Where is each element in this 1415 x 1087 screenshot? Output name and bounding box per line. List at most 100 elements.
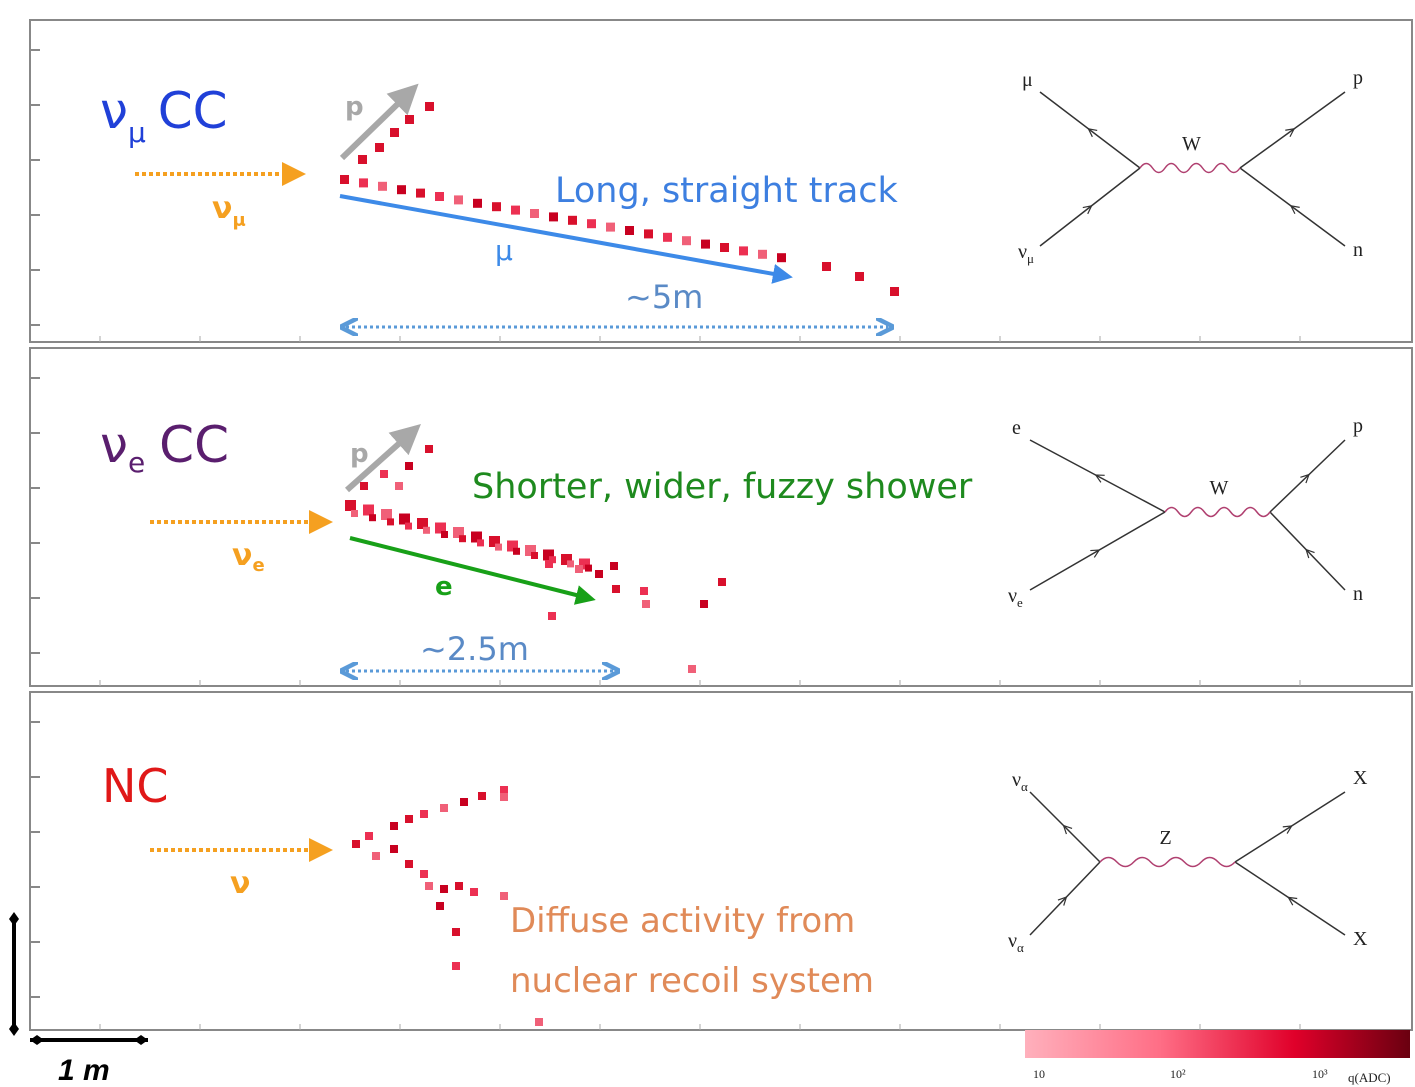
feynman-label: να	[1012, 769, 1028, 794]
hit	[390, 128, 399, 137]
boson-line	[1140, 164, 1240, 173]
hit	[436, 902, 444, 910]
particle-sub: μ	[1027, 251, 1034, 266]
fermion-line	[1240, 168, 1345, 246]
kind: CC	[158, 82, 228, 140]
hit	[395, 482, 403, 490]
fermion-line	[1270, 440, 1345, 512]
feynman-label: p	[1353, 67, 1363, 89]
hit	[435, 192, 444, 201]
kind: CC	[159, 416, 229, 474]
hit	[360, 482, 368, 490]
fermion-line	[1235, 862, 1345, 935]
hit	[440, 885, 448, 893]
hit	[405, 523, 412, 530]
incoming-label: νe	[232, 538, 265, 576]
hit	[513, 548, 520, 555]
hit	[511, 206, 520, 215]
particle: ν	[1018, 241, 1027, 263]
hit	[739, 246, 748, 255]
hit	[365, 832, 373, 840]
hit	[758, 250, 767, 259]
hit	[454, 195, 463, 204]
hit	[390, 845, 398, 853]
nu: ν	[100, 416, 128, 474]
annotation: Shorter, wider, fuzzy shower	[472, 467, 973, 507]
hit	[459, 535, 466, 542]
feynman-label: νμ	[1018, 241, 1034, 266]
proton-label: p	[350, 439, 369, 469]
boson-line	[1165, 508, 1270, 517]
hit	[612, 585, 620, 593]
particle: n	[1353, 239, 1363, 261]
particle: W	[1210, 477, 1229, 499]
proton-label: p	[345, 92, 364, 122]
particle: X	[1353, 767, 1368, 789]
fermion-line	[1030, 440, 1165, 512]
hit	[372, 852, 380, 860]
scale-label: 1 m	[58, 1054, 110, 1087]
event-display: νμCC νμ p μ Long, straight track ~5m νeC…	[0, 0, 1415, 1087]
hit	[595, 570, 603, 578]
hit	[405, 860, 413, 868]
hit	[642, 600, 650, 608]
fermion-line	[1030, 792, 1100, 862]
colorbar-unit: q(ADC)	[1348, 1070, 1391, 1085]
particle: W	[1182, 133, 1201, 155]
hit	[405, 462, 413, 470]
fermion-line	[1235, 792, 1345, 862]
particle: ν	[1008, 930, 1017, 952]
hit	[500, 892, 508, 900]
hit	[425, 102, 434, 111]
hit	[682, 236, 691, 245]
panel-frame	[30, 348, 1412, 686]
hit	[416, 189, 425, 198]
hit	[425, 882, 433, 890]
hit	[358, 155, 367, 164]
hit	[548, 612, 556, 620]
hit	[478, 792, 486, 800]
fermion-line	[1040, 92, 1140, 168]
hit	[441, 531, 448, 538]
hit	[549, 212, 558, 221]
fermion-line	[1240, 92, 1345, 168]
feynman-label: X	[1353, 928, 1368, 950]
particle-sub: α	[1021, 779, 1028, 794]
particle: e	[1012, 417, 1021, 439]
hit	[688, 665, 696, 673]
scale-bar	[14, 918, 148, 1040]
hit	[381, 509, 392, 520]
hit	[587, 219, 596, 228]
particle: X	[1353, 928, 1368, 950]
hit	[375, 143, 384, 152]
hit	[455, 882, 463, 890]
particle: μ	[1022, 69, 1033, 91]
colorbar-tick: 10³	[1312, 1067, 1328, 1081]
hit	[380, 470, 388, 478]
particle-sub: α	[1017, 940, 1024, 955]
feynman-label: Z	[1160, 827, 1172, 849]
hit	[585, 565, 592, 572]
hit	[663, 233, 672, 242]
hit	[351, 510, 358, 517]
hit	[568, 216, 577, 225]
hit	[575, 565, 583, 573]
hit	[369, 514, 376, 521]
panel-label: νμCC	[100, 82, 228, 149]
sub: e	[252, 555, 264, 576]
lepton-label: e	[435, 572, 453, 602]
hit	[644, 229, 653, 238]
hit	[405, 115, 414, 124]
fermion-line	[1040, 168, 1140, 246]
hit	[345, 500, 356, 511]
incoming-label: ν	[230, 866, 250, 901]
particle: p	[1353, 415, 1363, 437]
feynman-label: W	[1210, 477, 1229, 499]
hit	[470, 888, 478, 896]
hit	[492, 202, 501, 211]
feynman-label: n	[1353, 239, 1363, 261]
hit	[340, 175, 349, 184]
particle-sub: e	[1017, 595, 1023, 610]
feynman-label: p	[1353, 415, 1363, 437]
